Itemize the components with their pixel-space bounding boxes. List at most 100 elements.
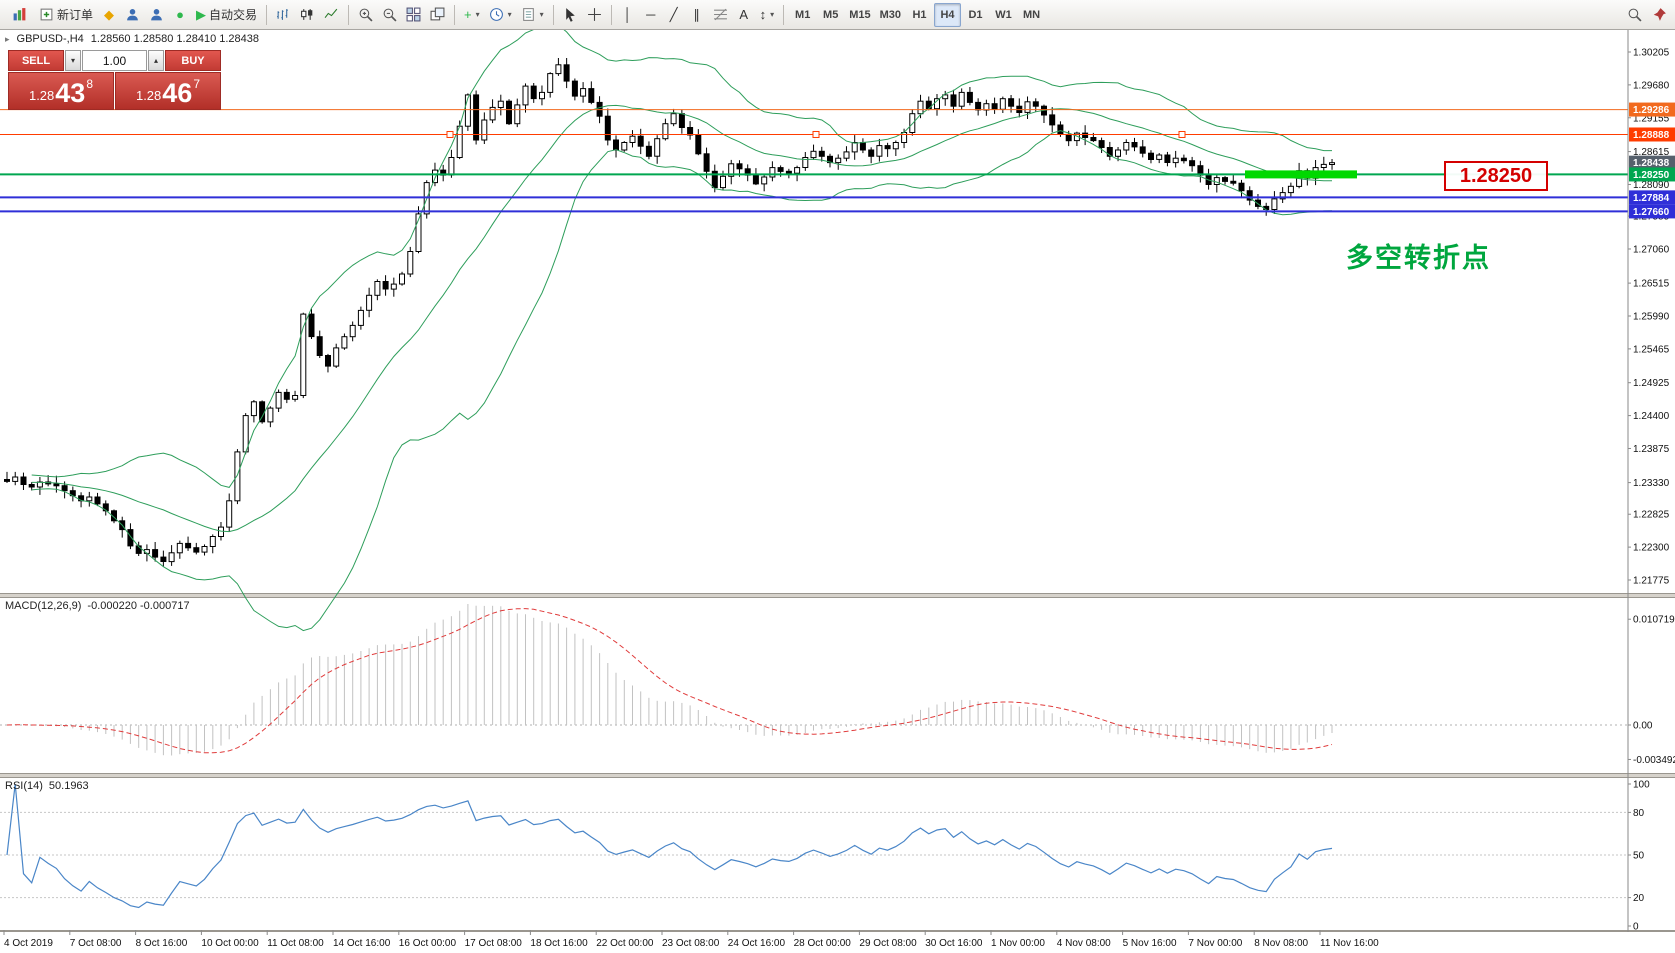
toolbar-separator (552, 4, 554, 25)
panel-separator[interactable] (0, 593, 1675, 598)
price-tick-label: 1.30205 (1633, 48, 1670, 59)
channel-icon: ∥ (693, 7, 700, 22)
zoom-in-button[interactable] (354, 3, 377, 27)
turning-point-note[interactable]: 多空转折点 (1346, 243, 1491, 273)
line-chart-button[interactable] (320, 3, 343, 27)
fibonacci-icon (713, 7, 728, 22)
price-tag (1629, 190, 1675, 205)
toolbar-separator (610, 4, 612, 25)
price-tag (1629, 155, 1675, 170)
time-axis-label: 5 Nov 16:00 (1123, 938, 1177, 949)
price-tick-label: 1.29680 (1633, 80, 1670, 91)
price-chart[interactable]: 1.302051.296801.291551.286151.280901.275… (0, 30, 1675, 953)
price-tick-label: 1.25990 (1633, 311, 1670, 322)
price-tick-label: 1.21775 (1633, 575, 1670, 586)
person-icon (125, 7, 140, 22)
indicators-button[interactable]: + ▾ (460, 3, 484, 27)
volume-input[interactable]: 1.00 (82, 50, 147, 71)
fibonacci-tool-button[interactable] (709, 3, 732, 27)
time-axis-label: 16 Oct 00:00 (399, 938, 457, 949)
symbol-marker-icon: ▸ (5, 33, 10, 44)
search-button[interactable] (1623, 3, 1646, 27)
community-button[interactable] (145, 3, 168, 27)
volume-increase-button[interactable]: ▴ (148, 50, 164, 71)
price-tag-label: 1.28250 (1633, 170, 1670, 181)
periods-menu-button[interactable]: ▾ (485, 3, 516, 27)
price-tick-label: 1.28090 (1633, 180, 1670, 191)
cascade-windows-icon (430, 7, 445, 22)
arrows-tool-button[interactable]: ↕ ▾ (756, 3, 779, 27)
timeframe-mn-button[interactable]: MN (1018, 3, 1045, 27)
macd-axis-label: 0.010719 (1633, 615, 1675, 626)
trendline-tool-button[interactable]: ╱ (663, 3, 685, 27)
trendline-icon: ╱ (669, 7, 678, 22)
timeframe-d1-button[interactable]: D1 (962, 3, 989, 27)
sell-button[interactable]: SELL (8, 50, 64, 71)
trade-prices-row: 1.28 43 8 1.28 46 7 (8, 72, 221, 110)
toolbar-separator (454, 4, 456, 25)
cascade-windows-button[interactable] (426, 3, 449, 27)
hline-handle[interactable] (812, 130, 820, 138)
vertical-line-tool-button[interactable]: │ (617, 3, 639, 27)
timeframe-w1-button[interactable]: W1 (990, 3, 1017, 27)
panel-separator[interactable] (0, 773, 1675, 778)
templates-button[interactable]: ▾ (517, 3, 548, 27)
candlestick-chart-button[interactable] (296, 3, 319, 27)
market-dot-icon: ● (176, 7, 184, 22)
buy-button[interactable]: BUY (165, 50, 221, 71)
volume-decrease-button[interactable]: ▾ (65, 50, 81, 71)
price-tag (1629, 102, 1675, 117)
sell-price-sup: 8 (86, 77, 94, 91)
time-axis-label: 24 Oct 16:00 (728, 938, 786, 949)
trade-controls-row: SELL ▾ 1.00 ▴ BUY (8, 50, 221, 71)
tile-windows-button[interactable] (402, 3, 425, 27)
hline-handle[interactable] (1178, 130, 1186, 138)
time-axis-label: 18 Oct 16:00 (530, 938, 588, 949)
price-tick-label: 1.22825 (1633, 510, 1670, 521)
timeframe-h1-button[interactable]: H1 (906, 3, 933, 27)
macd-label: MACD(12,26,9) -0.000220 -0.000717 (5, 600, 190, 612)
sell-price-display[interactable]: 1.28 43 8 (8, 72, 114, 110)
time-axis-label: 7 Oct 08:00 (70, 938, 122, 949)
symbol-period-label: GBPUSD-,H4 (16, 33, 84, 45)
chevron-down-icon: ▾ (507, 10, 512, 19)
crosshair-button[interactable] (583, 3, 606, 27)
timeframe-m5-button[interactable]: M5 (817, 3, 844, 27)
cursor-button[interactable] (559, 3, 582, 27)
time-axis-label: 10 Oct 00:00 (201, 938, 259, 949)
price-tag (1629, 167, 1675, 182)
rsi-line (6, 783, 1333, 909)
time-axis-label: 4 Nov 08:00 (1057, 938, 1111, 949)
horizontal-line-tool-button[interactable]: ─ (640, 3, 662, 27)
timeframe-h4-button[interactable]: H4 (934, 2, 961, 27)
autotrading-button[interactable]: ▶ 自动交易 (192, 3, 261, 27)
rsi-value: 50.1963 (48, 780, 89, 792)
timeframe-m15-button[interactable]: M15 (845, 3, 874, 27)
price-annotation-box[interactable]: 1.28250 (1444, 161, 1548, 191)
bar-chart-icon (276, 7, 291, 22)
pin-button[interactable] (1648, 3, 1671, 27)
buy-price-sup: 7 (193, 77, 201, 91)
profile-button[interactable] (121, 3, 144, 27)
mql-diamond-button[interactable]: ◆ (98, 3, 120, 27)
buy-price-display[interactable]: 1.28 46 7 (115, 72, 221, 110)
timeframe-m1-button[interactable]: M1 (789, 3, 816, 27)
macd-axis-label: -0.003492 (1633, 755, 1675, 766)
chevron-down-icon: ▾ (539, 10, 544, 19)
timeframe-m30-button[interactable]: M30 (876, 3, 905, 27)
new-order-button[interactable]: 新订单 (35, 3, 97, 27)
toolbar-right-group (1623, 3, 1671, 27)
price-tick-label: 1.27060 (1633, 244, 1670, 255)
price-tick-label: 1.26515 (1633, 279, 1670, 290)
zoom-out-button[interactable] (378, 3, 401, 27)
arrows-tool-icon: ↕ (759, 7, 767, 22)
text-tool-button[interactable]: A (733, 3, 755, 27)
bar-chart-button[interactable] (272, 3, 295, 27)
hline-handle[interactable] (446, 130, 454, 138)
zoom-in-icon (358, 7, 373, 22)
market-status-button[interactable]: ● (169, 3, 191, 27)
support-highlight-segment[interactable] (1245, 170, 1357, 179)
channel-tool-button[interactable]: ∥ (686, 3, 708, 27)
price-tick-label: 1.25465 (1633, 344, 1670, 355)
price-tag-label: 1.28888 (1633, 130, 1670, 141)
